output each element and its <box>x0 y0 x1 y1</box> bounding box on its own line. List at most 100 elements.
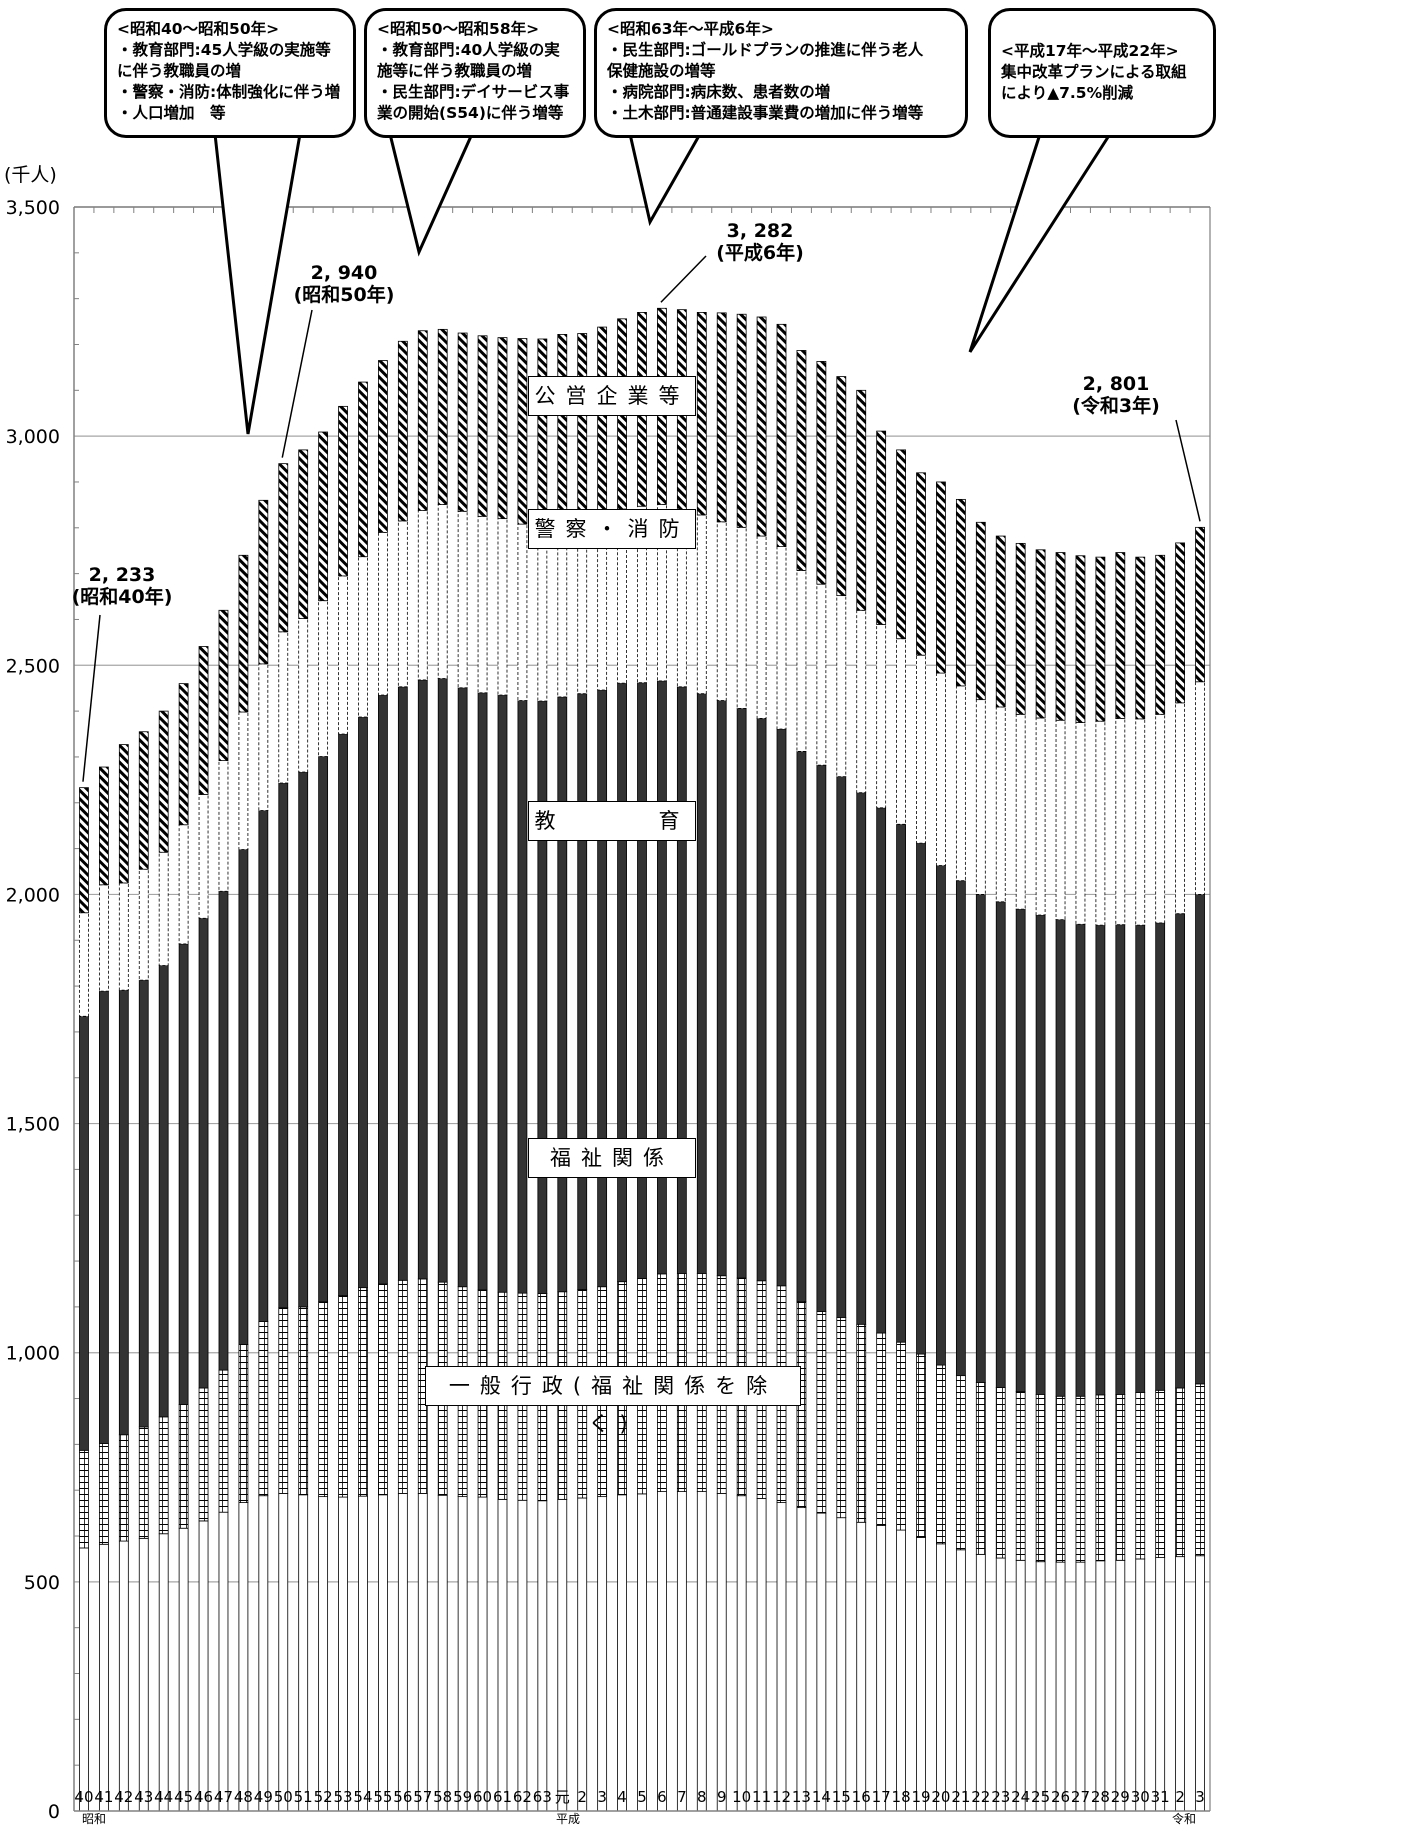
x-tick-label: 13 <box>792 1788 811 1806</box>
bar-welfare <box>339 1295 348 1497</box>
bar-police-fire <box>797 570 806 751</box>
callout-line: 業の開始(S54)に伴う増等 <box>377 103 573 124</box>
bar-education <box>418 680 427 1279</box>
x-tick-label: 50 <box>274 1788 293 1806</box>
bar-general <box>538 1501 547 1811</box>
bar-public-enterprise <box>378 361 387 533</box>
label-police-fire: 警察・消防 <box>528 509 696 549</box>
bar-general <box>757 1498 766 1811</box>
bar-welfare <box>259 1322 268 1496</box>
bar-police-fire <box>936 673 945 865</box>
bar-stack <box>119 745 128 1811</box>
x-tick-label: 3 <box>597 1788 607 1806</box>
x-tick-label: 29 <box>1111 1788 1130 1806</box>
bar-police-fire <box>877 624 886 807</box>
bar-general <box>877 1525 886 1811</box>
x-tick-label: 48 <box>234 1788 253 1806</box>
bar-stack <box>418 331 427 1811</box>
bar-welfare <box>837 1317 846 1517</box>
x-tick-label: 20 <box>931 1788 950 1806</box>
bar-welfare <box>857 1324 866 1522</box>
bar-education <box>697 694 706 1274</box>
bar-stack <box>996 536 1005 1811</box>
bar-education <box>438 679 447 1283</box>
bar-public-enterprise <box>99 767 108 885</box>
bar-public-enterprise <box>1176 543 1185 703</box>
x-tick-labels: 40 41 42 43 44 45 46 47 48 49 50 51 52 53 54 55 56 57 58 59… <box>74 1788 1204 1806</box>
bar-welfare <box>159 1417 168 1534</box>
bar-police-fire <box>199 795 208 919</box>
bar-stack <box>1076 556 1085 1811</box>
bar-welfare <box>358 1288 367 1497</box>
bar-welfare <box>119 1435 128 1541</box>
annotation-value: 2, 233 <box>62 564 182 586</box>
bar-general <box>996 1558 1005 1811</box>
bar-public-enterprise <box>179 684 188 825</box>
x-tick-label: 43 <box>134 1788 153 1806</box>
bar-education <box>1176 914 1185 1388</box>
bar-education <box>1016 909 1025 1392</box>
bar-stack <box>737 314 746 1811</box>
bar-stack <box>299 450 308 1811</box>
callout-s63-h6: <昭和63年～平成6年> ・民生部門:ゴールドプランの推進に伴う老人 保健施設の… <box>594 8 968 138</box>
annotation-value: 3, 282 <box>700 220 820 242</box>
x-tick-label: 42 <box>114 1788 133 1806</box>
bar-public-enterprise <box>339 406 348 576</box>
callout-line: 集中改革プランによる取組 <box>1001 62 1203 83</box>
bar-education <box>657 681 666 1274</box>
bar-welfare <box>976 1383 985 1555</box>
bar-welfare <box>917 1354 926 1537</box>
x-tick-label: 63 <box>533 1788 552 1806</box>
bar-education <box>817 765 826 1311</box>
bar-general <box>79 1548 88 1811</box>
callout-line: により▲7.5%削減 <box>1001 83 1203 104</box>
callout-tail <box>390 134 472 252</box>
bar-stack <box>339 406 348 1811</box>
callout-tail <box>630 134 700 222</box>
bar-public-enterprise <box>79 788 88 913</box>
bar-general <box>1016 1560 1025 1811</box>
x-tick-label: 31 <box>1151 1788 1170 1806</box>
bar-welfare <box>299 1307 308 1495</box>
bar-public-enterprise <box>837 377 846 596</box>
bar-welfare <box>936 1365 945 1544</box>
bar-police-fire <box>458 511 467 687</box>
bar-stack <box>936 482 945 1811</box>
bar-education <box>219 891 228 1370</box>
bar-police-fire <box>518 524 527 700</box>
x-tick-label: 60 <box>473 1788 492 1806</box>
bar-general <box>677 1492 686 1811</box>
bar-police-fire <box>398 521 407 687</box>
bar-education <box>458 688 467 1287</box>
bar-police-fire <box>1156 714 1165 923</box>
bar-public-enterprise <box>797 350 806 570</box>
bar-general <box>737 1496 746 1811</box>
bar-welfare <box>219 1370 228 1512</box>
x-tick-label: 57 <box>413 1788 432 1806</box>
bar-public-enterprise <box>518 339 527 525</box>
bar-general <box>1036 1562 1045 1811</box>
bar-welfare <box>1116 1394 1125 1560</box>
bar-general <box>339 1497 348 1811</box>
y-tick-label: 2,500 <box>6 655 60 677</box>
bar-welfare <box>1196 1384 1205 1556</box>
bar-police-fire <box>996 707 1005 902</box>
bar-police-fire <box>259 664 268 811</box>
bar-public-enterprise <box>279 464 288 632</box>
callout-line: ・教育部門:45人学級の実施等 <box>117 40 343 61</box>
bar-stack <box>259 500 268 1811</box>
x-tick-label: 21 <box>951 1788 970 1806</box>
bar-general <box>598 1497 607 1811</box>
bar-general <box>199 1521 208 1811</box>
bar-stack <box>518 339 527 1811</box>
bar-education <box>737 708 746 1278</box>
bar-police-fire <box>478 516 487 692</box>
bar-education <box>578 694 587 1290</box>
bar-public-enterprise <box>1036 550 1045 718</box>
y-unit-label: (千人) <box>4 160 57 187</box>
x-tick-label: 27 <box>1071 1788 1090 1806</box>
x-tick-label: 30 <box>1131 1788 1150 1806</box>
bar-police-fire <box>1116 718 1125 924</box>
x-tick-label: 26 <box>1051 1788 1070 1806</box>
x-tick-label: 53 <box>334 1788 353 1806</box>
